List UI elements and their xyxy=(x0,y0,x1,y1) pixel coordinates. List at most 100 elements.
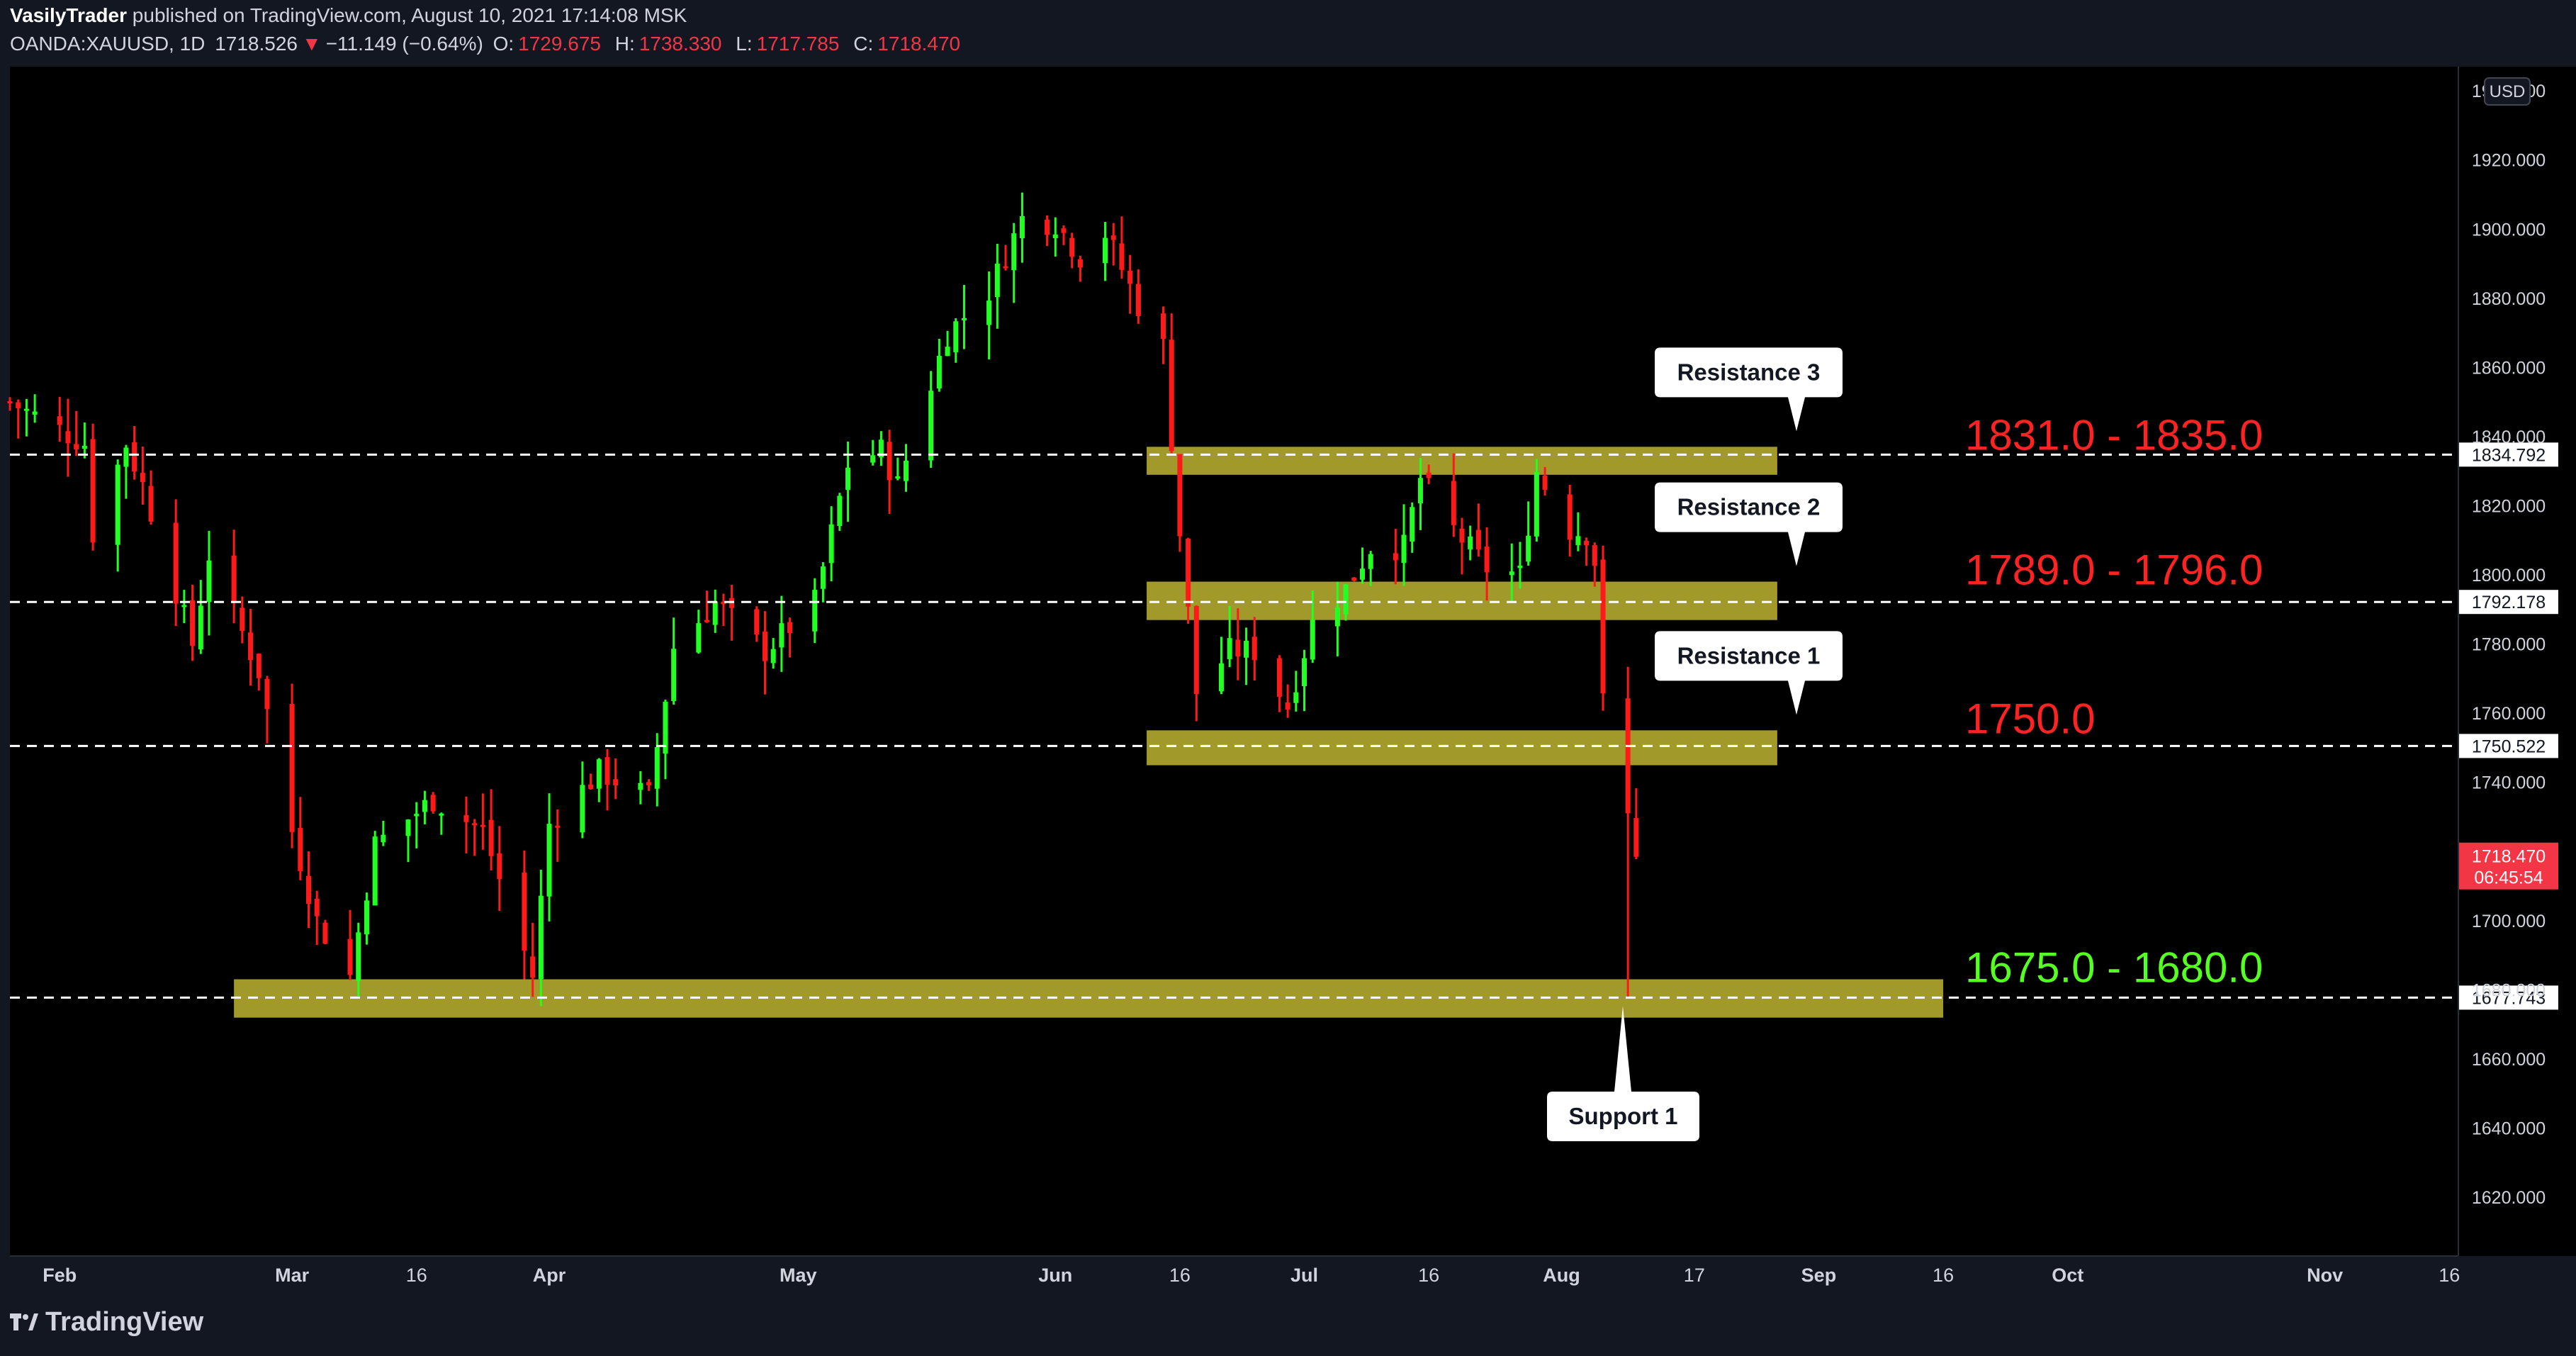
candle xyxy=(90,423,96,551)
candle xyxy=(1600,545,1606,711)
candle-body xyxy=(1334,607,1340,627)
candle xyxy=(1285,684,1290,718)
tradingview-logo-text: TradingView xyxy=(45,1307,204,1337)
zone-range-text-2: 1789.0 - 1796.0 xyxy=(1965,547,2263,594)
candle xyxy=(986,271,992,360)
candle-body xyxy=(256,654,261,678)
candle-body xyxy=(123,447,129,467)
candle-body xyxy=(132,442,137,472)
zones-layer xyxy=(234,447,1944,1018)
candle xyxy=(231,529,237,624)
candle xyxy=(1160,306,1166,364)
candle xyxy=(264,676,270,744)
candle xyxy=(945,330,950,357)
candle-body xyxy=(1077,259,1083,268)
candle xyxy=(347,909,353,980)
candle xyxy=(298,797,303,880)
candle xyxy=(696,610,702,654)
candle xyxy=(1401,504,1407,586)
candle-body xyxy=(314,898,320,917)
zone-range-text-1: 1831.0 - 1835.0 xyxy=(1965,411,2263,459)
candle xyxy=(405,819,411,863)
candle-body xyxy=(1343,584,1349,615)
chart-header: VasilyTrader published on TradingView.co… xyxy=(0,0,2576,65)
candle xyxy=(1177,454,1183,552)
candle xyxy=(994,244,1000,329)
candle xyxy=(887,430,892,515)
candle xyxy=(1193,605,1199,722)
candle xyxy=(754,606,760,642)
candle-body xyxy=(57,416,62,425)
candle-body xyxy=(1475,529,1481,550)
callout-label: Support 1 xyxy=(1569,1103,1678,1129)
author-name[interactable]: VasilyTrader xyxy=(10,4,128,26)
candle xyxy=(1061,225,1067,245)
candle-body xyxy=(497,853,502,880)
level-price-label-1: 1834.792 xyxy=(2472,445,2546,465)
candle-body xyxy=(1401,534,1407,564)
x-tick-label: Aug xyxy=(1543,1265,1580,1286)
candle xyxy=(1244,627,1249,685)
y-tick-label: 1780.000 xyxy=(2472,635,2546,655)
candle xyxy=(604,749,610,811)
candle xyxy=(1186,537,1191,624)
candle-body xyxy=(264,678,270,710)
candle-body xyxy=(414,814,420,817)
candle-body xyxy=(787,622,793,633)
candle xyxy=(928,371,934,468)
candle-body xyxy=(945,347,950,357)
candle-body xyxy=(1003,266,1008,269)
zone-2 xyxy=(1147,581,1777,620)
candle xyxy=(198,580,203,654)
candle xyxy=(314,890,320,946)
candle xyxy=(1368,551,1373,586)
candle xyxy=(463,796,469,853)
current-price-box xyxy=(2459,842,2558,890)
candle-body xyxy=(1410,507,1415,542)
candle-body xyxy=(1177,454,1183,537)
candle-body xyxy=(663,702,668,754)
time-axis-labels: Feb Mar 16 Apr May Jun 16 Jul 16 Aug 17 Sep 16 Oct Nov… xyxy=(10,1255,2460,1286)
candle-body xyxy=(1227,638,1232,659)
candle xyxy=(1417,457,1423,530)
candle-body xyxy=(32,411,38,415)
tradingview-logo[interactable]: TradingView xyxy=(10,1307,203,1338)
candle-body xyxy=(1368,554,1373,569)
chart-plot-area[interactable] xyxy=(10,67,2458,1256)
candle-body xyxy=(936,355,942,389)
candle xyxy=(837,493,843,531)
candle xyxy=(430,792,436,814)
candle xyxy=(1119,216,1125,279)
price-axis[interactable] xyxy=(2458,67,2576,1256)
candle-body xyxy=(596,759,602,789)
candle xyxy=(1584,537,1590,566)
candle xyxy=(132,426,137,480)
y-tick-label: 1620.000 xyxy=(2472,1188,2546,1208)
candle-body xyxy=(1193,605,1199,695)
candle xyxy=(32,394,38,423)
candle xyxy=(1484,527,1490,601)
candle xyxy=(953,318,959,363)
y-tick-label: 1640.000 xyxy=(2472,1119,2546,1139)
candle-body xyxy=(488,819,494,856)
candle-body xyxy=(887,442,892,481)
candle-body xyxy=(173,522,179,604)
candle xyxy=(1351,577,1357,582)
y-tick-label: 1900.000 xyxy=(2472,220,2546,240)
candle xyxy=(596,758,602,802)
candle xyxy=(638,771,643,805)
candle-body xyxy=(1459,528,1465,543)
candle xyxy=(289,683,295,848)
candle-body xyxy=(986,301,992,325)
candle xyxy=(820,562,826,603)
candle-body xyxy=(1517,565,1523,568)
symbol-name[interactable]: OANDA:XAUUSD, 1D xyxy=(10,33,206,55)
candle-body xyxy=(1310,620,1315,660)
candle xyxy=(322,919,328,945)
high-value: 1738.330 xyxy=(639,33,722,55)
level-price-tag-4 xyxy=(2459,985,2558,1010)
candle xyxy=(439,812,444,835)
candle xyxy=(190,584,196,661)
candle xyxy=(1019,192,1025,263)
